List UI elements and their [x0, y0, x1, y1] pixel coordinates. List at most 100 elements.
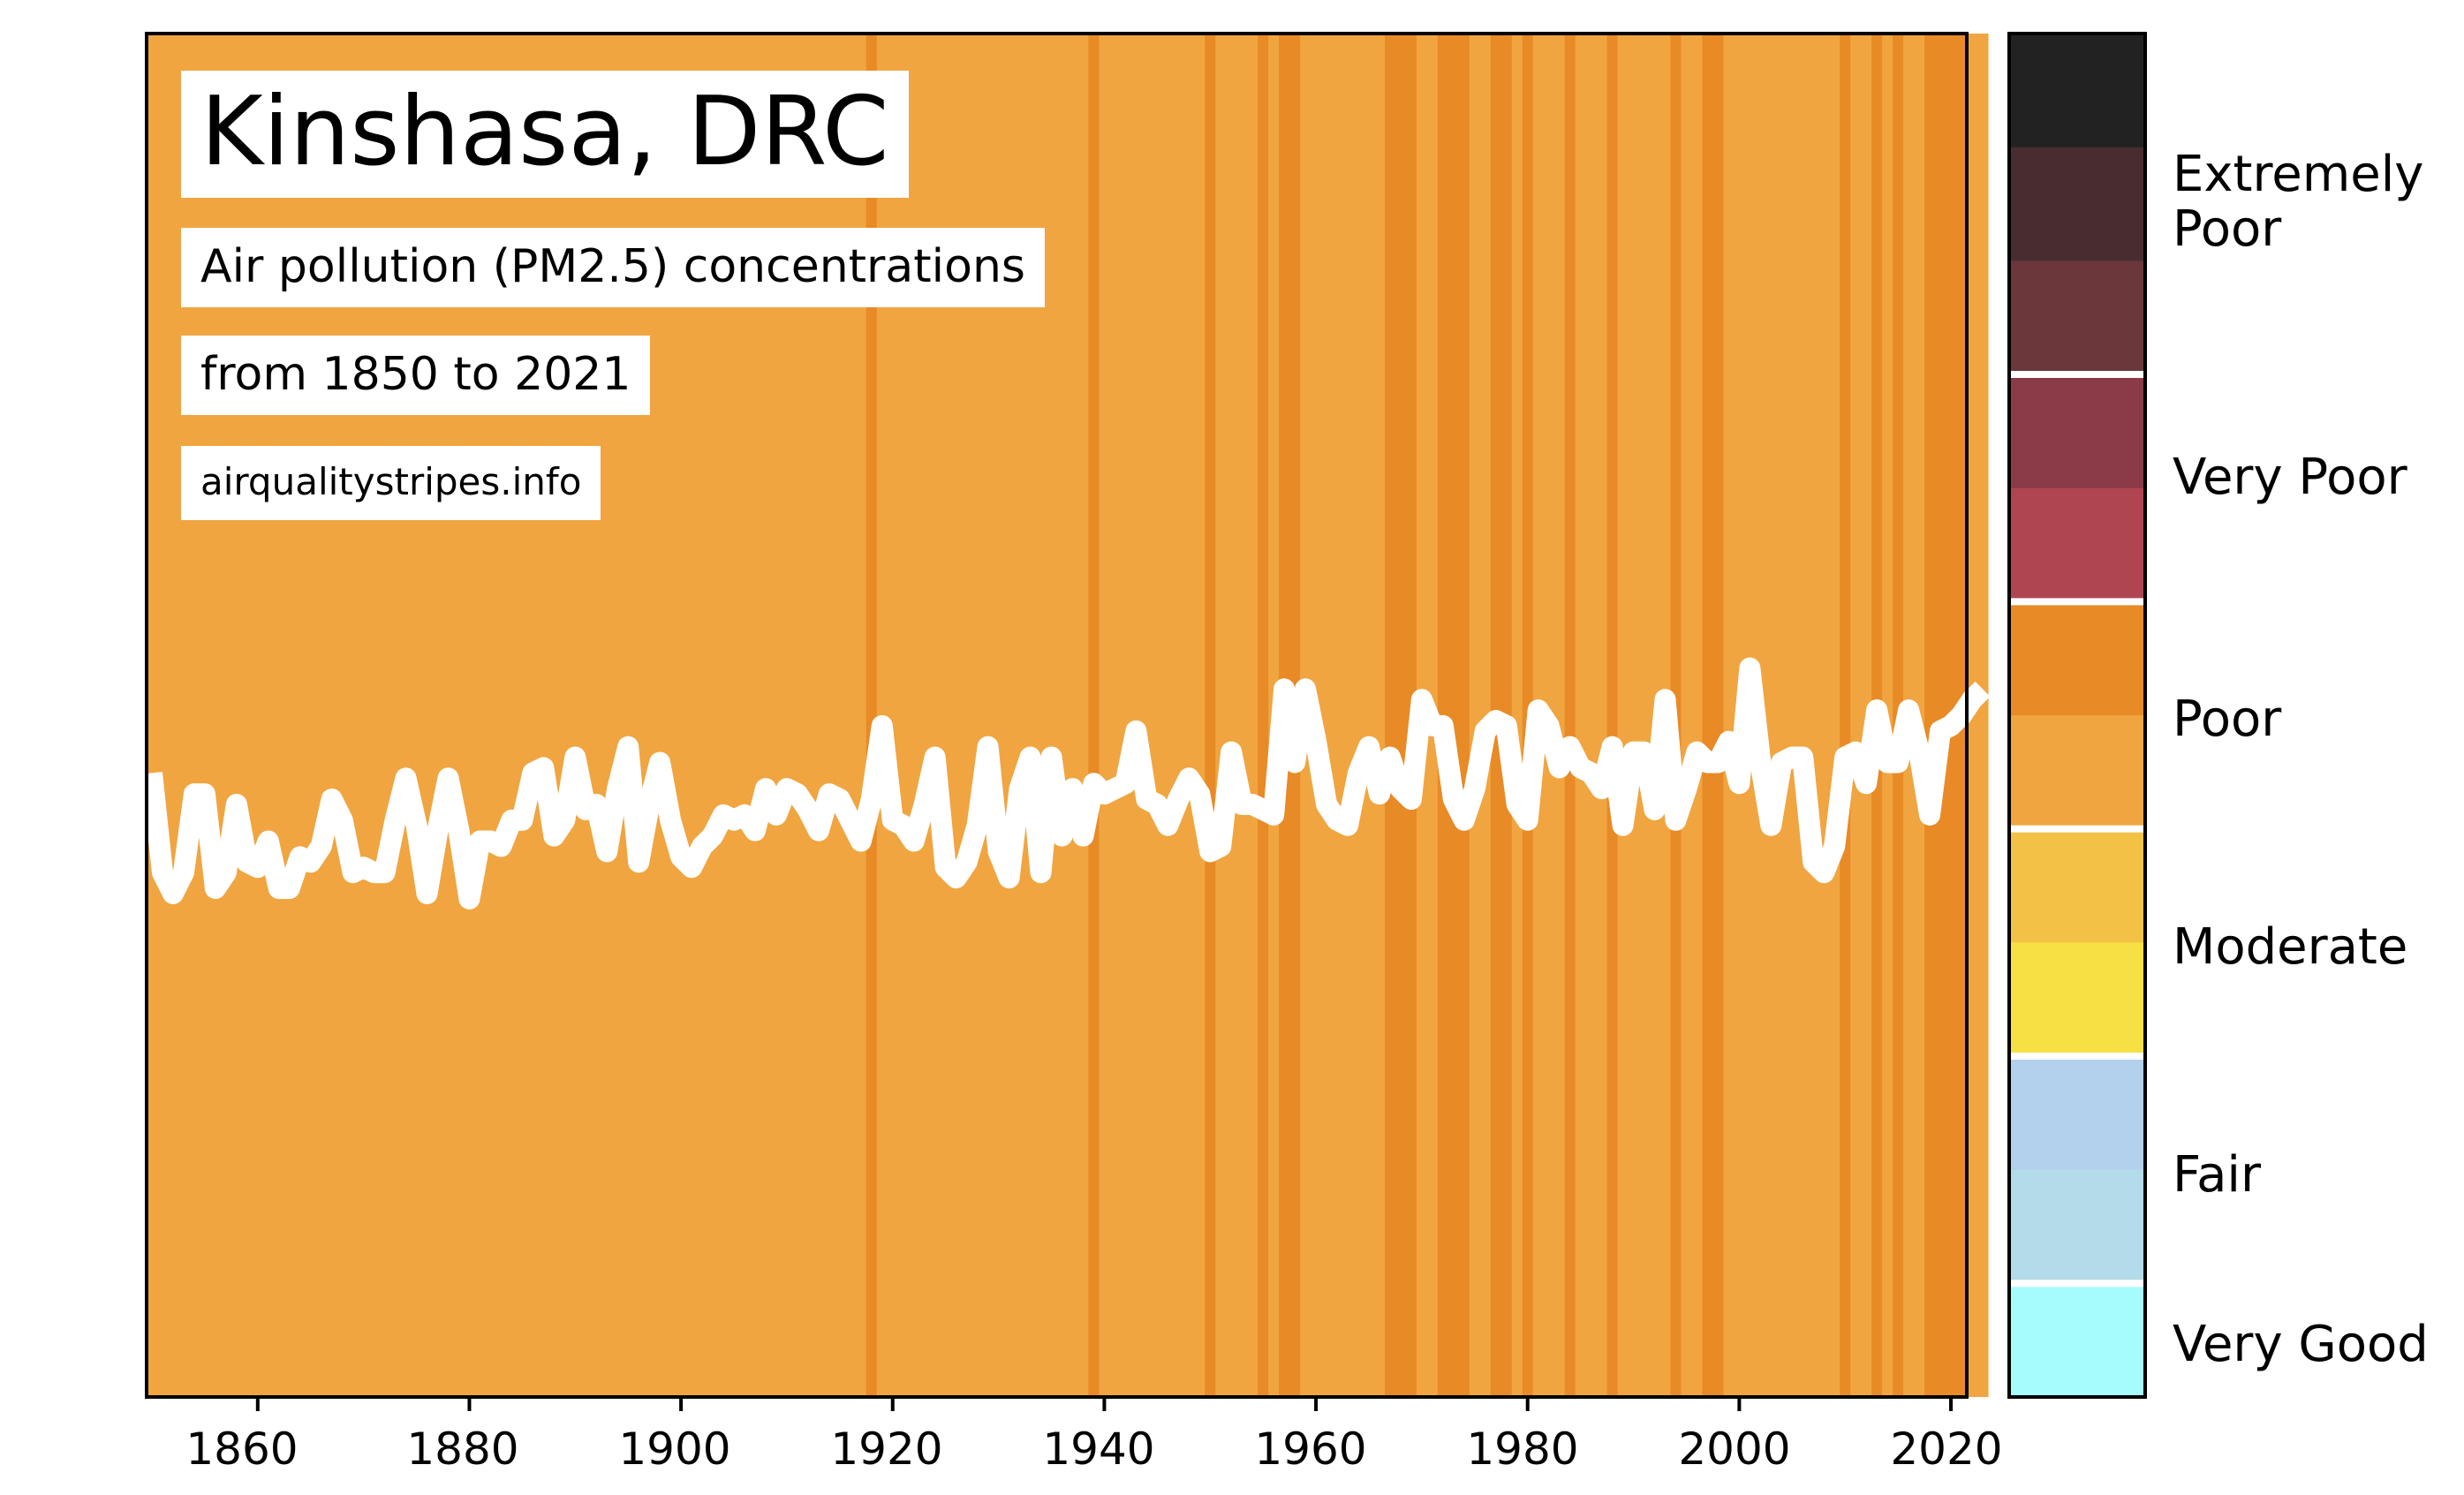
stripe-1922	[908, 34, 920, 1397]
stripe-1938	[1077, 34, 1090, 1397]
legend-label-moderate: Moderate	[2173, 918, 2408, 976]
stripe-1926	[950, 34, 963, 1397]
stripe-1984	[1564, 34, 1576, 1397]
stripe-1929	[982, 34, 994, 1397]
stripe-1921	[897, 34, 910, 1397]
stripe-1973	[1447, 34, 1460, 1397]
stripe-1934	[1035, 34, 1047, 1397]
legend-frame	[2007, 32, 2147, 1399]
stripe-1900	[676, 34, 687, 1397]
legend-swatch	[2009, 601, 2145, 716]
x-axis-ticks	[255, 1397, 1954, 1411]
legend-swatch	[2009, 715, 2145, 830]
stripe-1991	[1638, 34, 1651, 1397]
stripe-1948	[1183, 34, 1195, 1397]
stripe-1923	[918, 34, 931, 1397]
stripe-1985	[1575, 34, 1587, 1397]
legend-label-very-good: Very Good	[2173, 1316, 2429, 1373]
stripe-2023	[1976, 34, 1989, 1397]
legend-label-extremely-poor: Extremely Poor	[2173, 146, 2424, 258]
stripe-1942	[1120, 34, 1131, 1397]
stripe-2019	[1935, 34, 1946, 1397]
stripe-1851	[156, 34, 169, 1397]
stripe-1939	[1088, 34, 1100, 1397]
stripe-1944	[1141, 34, 1153, 1397]
stripe-1955	[1258, 34, 1269, 1397]
stripe-1910	[781, 34, 793, 1397]
stripe-1968	[1395, 34, 1407, 1397]
stripe-1990	[1628, 34, 1640, 1397]
stripe-1965	[1363, 34, 1375, 1397]
stripe-1902	[697, 34, 708, 1397]
x-tick-label: 1900	[618, 1423, 731, 1475]
stripe-1947	[1173, 34, 1184, 1397]
stripe-2009	[1829, 34, 1840, 1397]
stripe-1906	[739, 34, 751, 1397]
stripe-1989	[1617, 34, 1629, 1397]
stripe-1915	[834, 34, 846, 1397]
stripe-1925	[940, 34, 952, 1397]
stripe-1908	[760, 34, 772, 1397]
x-tick-label: 1940	[1042, 1423, 1155, 1475]
stripe-1903	[707, 34, 719, 1397]
stripe-1936	[1056, 34, 1069, 1397]
x-tick-label: 2020	[1890, 1423, 2003, 1475]
stripe-1961	[1321, 34, 1333, 1397]
stripe-1912	[802, 34, 814, 1397]
stripe-1946	[1162, 34, 1174, 1397]
x-tick-label: 1960	[1254, 1423, 1367, 1475]
chart-title: Kinshasa, DRC	[181, 71, 909, 198]
x-tick-label: 1920	[830, 1423, 943, 1475]
stripe-1898	[654, 34, 666, 1397]
stripe-1940	[1099, 34, 1111, 1397]
stripe-1937	[1067, 34, 1079, 1397]
legend-swatch	[2009, 942, 2145, 1057]
stripe-1924	[929, 34, 941, 1397]
legend-swatch	[2009, 828, 2145, 943]
stripe-1995	[1681, 34, 1693, 1397]
pm25-trend-line	[141, 657, 1991, 910]
stripe-1911	[791, 34, 804, 1397]
stripe-1998	[1712, 34, 1724, 1397]
stripe-1931	[1003, 34, 1016, 1397]
stripe-1852	[167, 34, 179, 1397]
legend-label-very-poor: Very Poor	[2173, 449, 2407, 506]
legend-swatch	[2009, 147, 2145, 261]
stripe-1899	[665, 34, 676, 1397]
stripe-1986	[1585, 34, 1598, 1397]
legend-swatch	[2009, 34, 2145, 148]
stripe-1945	[1152, 34, 1163, 1397]
stripe-1920	[887, 34, 899, 1397]
date-range-label: from 1850 to 2021	[181, 336, 651, 415]
x-tick-label: 1980	[1466, 1423, 1579, 1475]
source-link[interactable]: airqualitystripes.info	[181, 446, 601, 520]
plot-frame	[145, 32, 1969, 1399]
stripe-1901	[686, 34, 698, 1397]
stripe-1963	[1342, 34, 1354, 1397]
stripe-1905	[729, 34, 740, 1397]
stripe-1976	[1479, 34, 1492, 1397]
stripe-2003	[1765, 34, 1777, 1397]
stripe-1914	[823, 34, 835, 1397]
legend-swatch	[2009, 1169, 2145, 1284]
x-tick-label: 1880	[406, 1423, 519, 1475]
legend-swatch	[2009, 487, 2145, 602]
stripe-1983	[1553, 34, 1566, 1397]
x-tick-label: 1860	[185, 1423, 299, 1475]
stripe-2011	[1850, 34, 1862, 1397]
stripe-1962	[1332, 34, 1343, 1397]
stripe-1988	[1606, 34, 1619, 1397]
stripe-2010	[1840, 34, 1851, 1397]
stripe-1964	[1353, 34, 1364, 1397]
stripe-1975	[1469, 34, 1481, 1397]
stripe-1932	[1014, 34, 1026, 1397]
stripe-1935	[1046, 34, 1058, 1397]
stripe-1949	[1194, 34, 1206, 1397]
stripe-1987	[1596, 34, 1608, 1397]
stripe-1913	[813, 34, 825, 1397]
stripe-1907	[750, 34, 761, 1397]
chart-subtitle: Air pollution (PM2.5) concentrations	[181, 228, 1045, 307]
stripe-1943	[1130, 34, 1142, 1397]
legend-label-fair: Fair	[2173, 1146, 2261, 1204]
legend-swatch	[2009, 1056, 2145, 1171]
